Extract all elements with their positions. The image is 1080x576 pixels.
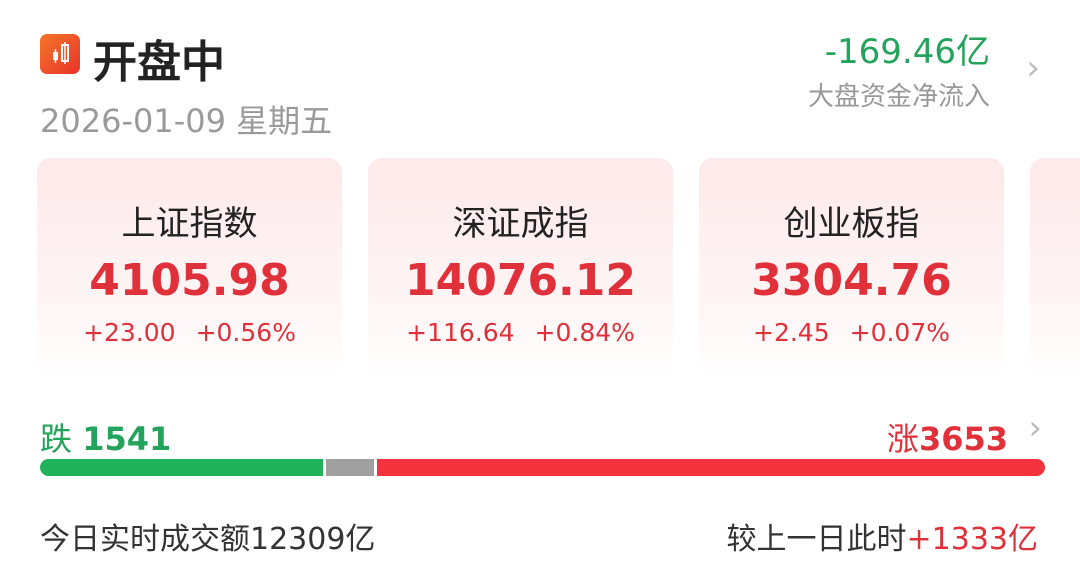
candlestick-logo-icon [40, 34, 80, 74]
compare-value: +1333亿 [906, 522, 1038, 557]
decliners-value: 1541 [82, 420, 172, 458]
turnover-value: 12309亿 [250, 522, 376, 557]
date: 2026-01-09 [40, 102, 226, 140]
net-flow-label[interactable]: 大盘资金净流入 [807, 82, 990, 112]
decliners-label: 跌 [40, 420, 73, 458]
index-change: +116.64 [406, 318, 515, 347]
turnover-label: 今日实时成交额 [40, 522, 250, 557]
index-value: 4105.98 [89, 255, 290, 306]
index-name: 上证指数 [121, 204, 258, 244]
index-pct: +0.56% [195, 318, 296, 347]
decliners-segment [40, 459, 323, 476]
index-card-shenzhen[interactable]: 深证成指 14076.12 +116.64 +0.84% [368, 158, 673, 378]
advancers-label: 涨 [886, 420, 919, 458]
advancers-value: 3653 [918, 420, 1008, 458]
weekday: 星期五 [236, 102, 333, 140]
index-name: 创业板指 [783, 204, 920, 244]
index-card-chinext[interactable]: 创业板指 3304.76 +2.45 +0.07% [699, 158, 1004, 378]
market-status-title: 开盘中 [93, 37, 225, 88]
net-flow-value[interactable]: -169.46亿 [824, 32, 990, 72]
turnover: 今日实时成交额12309亿 [40, 514, 375, 558]
index-value: 3304.76 [751, 255, 952, 306]
breadth-bar [40, 459, 1045, 476]
index-pct: +0.07% [849, 318, 950, 347]
index-card-partial[interactable] [1030, 158, 1080, 378]
index-name: 深证成指 [452, 204, 589, 244]
decliners-count: 跌 1541 [40, 414, 171, 460]
turnover-compare: 较上一日此时+1333亿 [727, 514, 1038, 558]
advancers-segment [377, 459, 1045, 476]
compare-label: 较上一日此时 [726, 522, 907, 557]
chevron-right-icon[interactable]: › [1028, 408, 1042, 448]
index-pct: +0.84% [534, 318, 635, 347]
index-value: 14076.12 [404, 255, 637, 306]
chevron-right-icon[interactable]: › [1026, 48, 1040, 88]
index-change: +23.00 [83, 318, 176, 347]
index-card-shanghai[interactable]: 上证指数 4105.98 +23.00 +0.56% [37, 158, 342, 378]
index-change: +2.45 [753, 318, 830, 347]
flat-segment [326, 459, 374, 476]
date-line: 2026-01-09 星期五 [40, 96, 332, 142]
advancers-count[interactable]: 涨3653 [887, 414, 1008, 460]
